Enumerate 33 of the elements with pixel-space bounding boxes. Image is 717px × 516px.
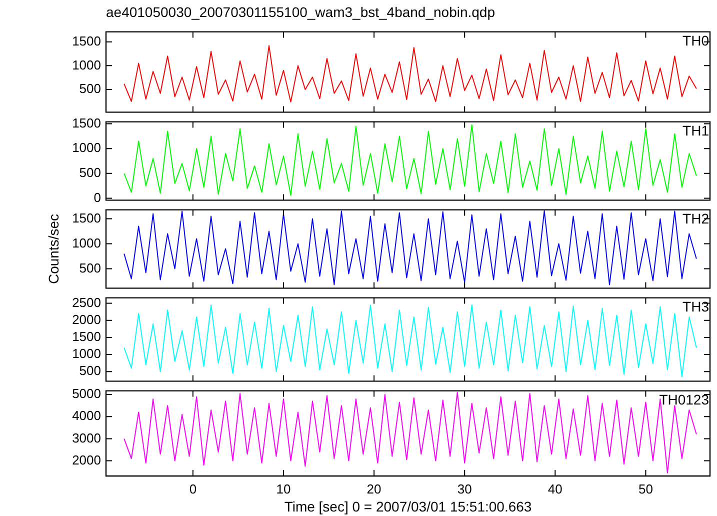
y-tick-label: 1500: [72, 115, 101, 130]
series-label: TH1: [682, 122, 710, 139]
y-tick-label: 5000: [72, 386, 101, 402]
x-tick-label: 40: [548, 481, 562, 496]
x-tick-label: 50: [638, 481, 653, 496]
x-axis-title: Time [sec] 0 = 2007/03/01 15:51:00.663: [284, 498, 532, 514]
y-tick-label: 1000: [72, 140, 101, 156]
y-tick-label: 1500: [72, 33, 101, 48]
y-tick-label: 500: [79, 164, 101, 180]
y-tick-label: 1000: [72, 235, 101, 250]
y-tick-label: 500: [79, 81, 101, 96]
y-tick-label: 3000: [72, 430, 101, 446]
x-tick-label: 10: [276, 481, 291, 496]
chart-title: ae401050030_20070301155100_wam3_bst_4band_nobin.qdp: [106, 4, 495, 20]
x-tick-label: 20: [366, 481, 382, 496]
y-tick-label: 1500: [72, 210, 101, 226]
x-tick-label: 30: [457, 481, 472, 496]
series-label: TH0: [682, 32, 710, 49]
y-tick-label: 0: [94, 190, 101, 205]
y-tick-label: 500: [79, 363, 101, 378]
series-label: TH3: [682, 298, 710, 315]
y-tick-label: 1000: [72, 346, 101, 362]
series-label: TH0123: [659, 392, 710, 408]
y-axis-title: Counts/sec: [45, 214, 62, 284]
y-tick-label: 2500: [72, 294, 101, 310]
y-tick-label: 1500: [72, 329, 101, 344]
y-tick-label: 500: [79, 260, 101, 276]
y-tick-label: 4000: [72, 408, 101, 424]
y-tick-label: 2000: [72, 452, 101, 468]
series-label: TH2: [682, 210, 710, 227]
y-tick-label: 1000: [72, 57, 101, 72]
y-tick-label: 2000: [72, 312, 101, 327]
x-tick-label: 0: [189, 481, 197, 496]
